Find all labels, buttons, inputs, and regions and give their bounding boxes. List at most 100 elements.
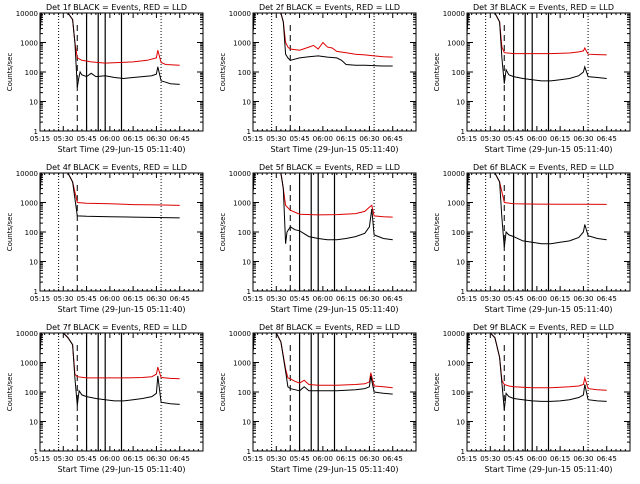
- y-tick-label: 1000: [20, 360, 38, 368]
- x-tick-label: 05:15: [243, 295, 263, 303]
- x-tick-label: 05:30: [266, 135, 286, 143]
- y-tick-label: 1: [34, 288, 38, 296]
- x-tick-label: 05:30: [53, 135, 73, 143]
- x-tick-label: 06:00: [527, 135, 547, 143]
- y-tick-label: 10000: [229, 10, 251, 18]
- y-tick-label: 1: [247, 448, 251, 456]
- y-tick-label: 1: [247, 288, 251, 296]
- x-tick-label: 06:15: [123, 135, 143, 143]
- y-tick-label: 1: [461, 288, 465, 296]
- chart-panel-3: 1 10 100 1000 10000 05:15 05:30 05:45 06:00 06:15…: [433, 3, 631, 154]
- chart-title: Det 2f BLACK = Events, RED = LLD: [259, 3, 400, 12]
- x-tick-label: 06:45: [597, 135, 617, 143]
- x-tick-label: 06:45: [170, 295, 190, 303]
- y-axis-label: Counts/sec: [433, 213, 441, 252]
- chart-title: Det 9f BLACK = Events, RED = LLD: [473, 323, 614, 332]
- x-tick-label: 05:15: [457, 455, 477, 463]
- x-tick-label: 06:30: [573, 135, 593, 143]
- x-tick-label: 06:30: [359, 295, 379, 303]
- y-tick-label: 100: [238, 229, 251, 237]
- y-tick-label: 10000: [443, 10, 465, 18]
- y-tick-label: 10: [456, 259, 465, 267]
- x-tick-label: 05:45: [76, 135, 96, 143]
- x-axis-label: Start Time (29-Jun-15 05:11:40): [58, 145, 186, 154]
- series-line-lld: [39, 12, 180, 66]
- x-tick-label: 06:15: [336, 455, 356, 463]
- series-line-lld: [466, 332, 607, 391]
- x-tick-label: 05:15: [457, 135, 477, 143]
- x-tick-label: 05:15: [30, 135, 50, 143]
- y-axis-label: Counts/sec: [6, 213, 14, 252]
- y-tick-label: 1000: [20, 40, 38, 48]
- y-axis-label: Counts/sec: [6, 373, 14, 412]
- x-axis-label: Start Time (29-Jun-15 05:11:40): [485, 305, 613, 314]
- y-tick-label: 1: [34, 448, 38, 456]
- y-tick-label: 10: [29, 99, 38, 107]
- y-tick-label: 10000: [16, 10, 38, 18]
- x-tick-label: 06:45: [597, 455, 617, 463]
- x-tick-label: 06:15: [550, 455, 570, 463]
- x-tick-label: 05:30: [53, 295, 73, 303]
- x-tick-label: 05:30: [266, 295, 286, 303]
- y-tick-label: 100: [238, 69, 251, 77]
- y-tick-label: 1000: [447, 360, 465, 368]
- x-tick-label: 06:15: [336, 295, 356, 303]
- y-axis-label: Counts/sec: [433, 53, 441, 92]
- x-tick-label: 05:30: [480, 135, 500, 143]
- y-axis-label: Counts/sec: [219, 373, 227, 412]
- x-tick-label: 05:15: [30, 295, 50, 303]
- y-axis-label: Counts/sec: [6, 53, 14, 92]
- y-tick-label: 1000: [20, 200, 38, 208]
- y-axis-label: Counts/sec: [433, 373, 441, 412]
- y-tick-label: 10000: [16, 330, 38, 338]
- y-tick-label: 1: [247, 128, 251, 136]
- chart-title: Det 4f BLACK = Events, RED = LLD: [46, 163, 187, 172]
- x-tick-label: 06:00: [100, 135, 120, 143]
- x-tick-label: 05:30: [266, 455, 286, 463]
- series-line-events: [39, 172, 180, 219]
- y-tick-label: 10: [242, 99, 251, 107]
- chart-title: Det 6f BLACK = Events, RED = LLD: [473, 163, 614, 172]
- x-tick-label: 05:45: [289, 455, 309, 463]
- x-tick-label: 05:45: [76, 295, 96, 303]
- x-axis-label: Start Time (29-Jun-15 05:11:40): [271, 465, 399, 474]
- chart-panel-7: 1 10 100 1000 10000 05:15 05:30 05:45 06:00 06:15…: [6, 323, 204, 474]
- series-line-events: [466, 12, 607, 84]
- y-tick-label: 10000: [229, 330, 251, 338]
- chart-panel-9: 1 10 100 1000 10000 05:15 05:30 05:45 06:00 06:15…: [433, 323, 631, 474]
- y-tick-label: 100: [452, 69, 465, 77]
- y-tick-label: 100: [238, 389, 251, 397]
- x-tick-label: 06:30: [146, 295, 166, 303]
- y-tick-label: 10000: [16, 170, 38, 178]
- y-tick-label: 10000: [443, 170, 465, 178]
- y-tick-label: 100: [25, 229, 38, 237]
- x-tick-label: 05:45: [76, 455, 96, 463]
- series-line-events: [466, 172, 607, 248]
- x-tick-label: 06:15: [336, 135, 356, 143]
- chart-title: Det 5f BLACK = Events, RED = LLD: [259, 163, 400, 172]
- y-tick-label: 1000: [447, 200, 465, 208]
- x-tick-label: 06:00: [100, 295, 120, 303]
- x-tick-label: 05:15: [243, 135, 263, 143]
- x-axis-label: Start Time (29-Jun-15 05:11:40): [271, 305, 399, 314]
- x-tick-label: 05:45: [503, 455, 523, 463]
- x-tick-label: 05:45: [289, 135, 309, 143]
- chart-panel-4: 1 10 100 1000 10000 05:15 05:30 05:45 06:00 06:15…: [6, 163, 204, 314]
- x-axis-label: Start Time (29-Jun-15 05:11:40): [485, 465, 613, 474]
- x-tick-label: 06:00: [527, 455, 547, 463]
- x-tick-label: 06:00: [313, 455, 333, 463]
- y-tick-label: 100: [25, 389, 38, 397]
- x-tick-label: 06:00: [313, 135, 333, 143]
- y-tick-label: 10000: [229, 170, 251, 178]
- chart-title: Det 8f BLACK = Events, RED = LLD: [259, 323, 400, 332]
- x-tick-label: 06:00: [100, 455, 120, 463]
- x-axis-label: Start Time (29-Jun-15 05:11:40): [271, 145, 399, 154]
- chart-panel-6: 1 10 100 1000 10000 05:15 05:30 05:45 06:00 06:15…: [433, 163, 631, 314]
- chart-title: Det 7f BLACK = Events, RED = LLD: [46, 323, 187, 332]
- chart-title: Det 3f BLACK = Events, RED = LLD: [473, 3, 614, 12]
- y-tick-label: 10: [242, 419, 251, 427]
- plot-frame: [39, 172, 204, 292]
- y-tick-label: 1000: [447, 40, 465, 48]
- chart-panel-8: 1 10 100 1000 10000 05:15 05:30 05:45 06:00 06:15…: [219, 323, 417, 474]
